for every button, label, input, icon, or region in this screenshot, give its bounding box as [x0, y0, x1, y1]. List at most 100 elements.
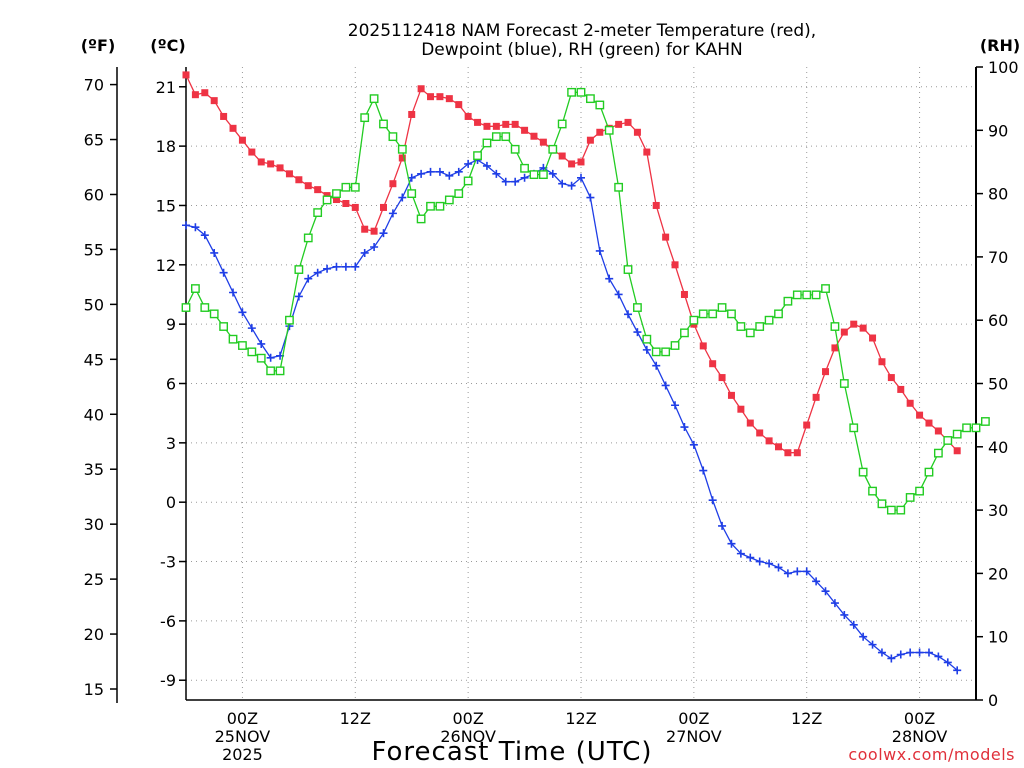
dewpoint-point	[492, 169, 501, 178]
2-meter-temperature-point	[784, 449, 792, 457]
rh-point	[567, 87, 576, 97]
x-tick-label: 28NOV	[892, 727, 948, 746]
dewpoint-point	[341, 262, 350, 271]
rh-point	[379, 119, 388, 129]
2-meter-temperature-point	[727, 391, 735, 399]
dewpoint-point	[746, 553, 755, 562]
celsius-tick-label: -6	[160, 612, 176, 631]
2-meter-temperature-point	[351, 203, 359, 211]
2-meter-temperature-point	[257, 158, 265, 166]
rh-point	[821, 284, 830, 293]
rh-point	[971, 423, 981, 433]
dewpoint-point	[736, 549, 745, 558]
dewpoint-point	[624, 310, 633, 319]
x-tick-label: 00Z	[678, 709, 709, 728]
2-meter-temperature-point	[521, 126, 529, 134]
2-meter-temperature-point	[445, 95, 453, 103]
dewpoint-point	[210, 248, 219, 257]
2-meter-temperature-point	[492, 122, 500, 130]
2-meter-temperature-point	[191, 91, 199, 99]
dewpoint-point	[793, 567, 802, 576]
rh-point	[661, 347, 671, 357]
grid-layer	[186, 67, 976, 700]
rh-point	[491, 132, 501, 142]
2-meter-temperature-point	[238, 136, 246, 144]
dewpoint-point	[501, 177, 510, 186]
x-tick-label: 00Z	[227, 709, 258, 728]
rh-point	[924, 467, 934, 477]
dewpoint-point	[812, 577, 821, 586]
rh-tick-label: 20	[988, 564, 1008, 583]
2-meter-temperature-point	[389, 180, 397, 188]
2-meter-temperature-point	[314, 186, 322, 194]
dewpoint-point	[896, 650, 905, 659]
2-meter-temperature-point	[840, 328, 848, 336]
dewpoint-point	[219, 268, 228, 277]
dewpoint-point	[868, 640, 877, 649]
rh-point	[529, 170, 539, 180]
2-meter-temperature-point	[793, 449, 801, 457]
dewpoint-point	[304, 274, 313, 283]
rh-tick-label: 40	[988, 438, 1008, 457]
dewpoint-point	[257, 339, 266, 348]
rh-point	[651, 347, 661, 357]
rh-point	[510, 144, 520, 154]
fahrenheit-tick-label: 25	[84, 570, 104, 589]
dewpoint-point	[915, 648, 924, 657]
2-meter-temperature-point	[812, 393, 820, 401]
rh-tick-label: 0	[988, 691, 998, 710]
2-meter-temperature-point	[878, 358, 886, 366]
dewpoint-point	[454, 167, 463, 176]
rh-point	[755, 322, 765, 331]
fahrenheit-tick-label: 40	[84, 405, 104, 424]
rh-point	[727, 309, 736, 319]
dewpoint-point	[614, 290, 623, 299]
rh-point	[247, 347, 257, 357]
rh-point	[332, 189, 341, 198]
2-meter-temperature-point	[709, 360, 717, 368]
rh-point	[717, 303, 727, 312]
2-meter-temperature-point	[539, 138, 547, 146]
rh-point	[341, 182, 351, 192]
rh-point	[482, 138, 492, 148]
dewpoint-point	[708, 496, 717, 505]
rh-point	[764, 315, 774, 325]
celsius-tick-label: 18	[156, 137, 176, 156]
2-meter-temperature-point	[596, 128, 604, 136]
2-meter-temperature-point	[615, 120, 623, 128]
dewpoint-point	[511, 177, 520, 186]
dewpoint-point	[200, 231, 209, 240]
2-meter-temperature-point	[210, 97, 218, 105]
rh-point	[313, 208, 323, 217]
2-meter-temperature-point	[624, 118, 632, 126]
2-meter-temperature-point	[916, 411, 924, 419]
2-meter-temperature-line	[185, 74, 958, 454]
text-layer: 2025112418 NAM Forecast 2-meter Temperat…	[81, 21, 1020, 767]
rh-tick-label: 80	[988, 185, 1008, 204]
rh-point	[228, 334, 238, 344]
2-meter-temperature-point	[304, 182, 312, 190]
rh-point	[256, 353, 266, 363]
dewpoint-point	[943, 658, 952, 667]
2-meter-temperature-point	[408, 110, 416, 118]
rh-point	[633, 303, 642, 312]
2-meter-temperature-point	[380, 203, 387, 211]
x-tick-label: 00Z	[452, 709, 483, 728]
dewpoint-point	[661, 381, 670, 390]
dewpoint-point	[924, 648, 933, 657]
dewpoint-point	[407, 173, 416, 182]
2-meter-temperature-point	[464, 112, 472, 120]
rh-point	[454, 189, 464, 198]
dewpoint-point	[633, 328, 642, 337]
2-meter-temperature-point	[436, 93, 444, 101]
rh-point	[586, 94, 595, 104]
rh-point	[538, 170, 548, 180]
2-meter-temperature-point	[558, 152, 566, 160]
rh-point	[266, 366, 276, 376]
2-meter-temperature-point	[643, 148, 651, 156]
rh-tick-label: 90	[988, 121, 1008, 140]
dewpoint-point	[605, 274, 614, 283]
dewpoint-point	[548, 169, 557, 178]
rh-point	[792, 290, 802, 300]
